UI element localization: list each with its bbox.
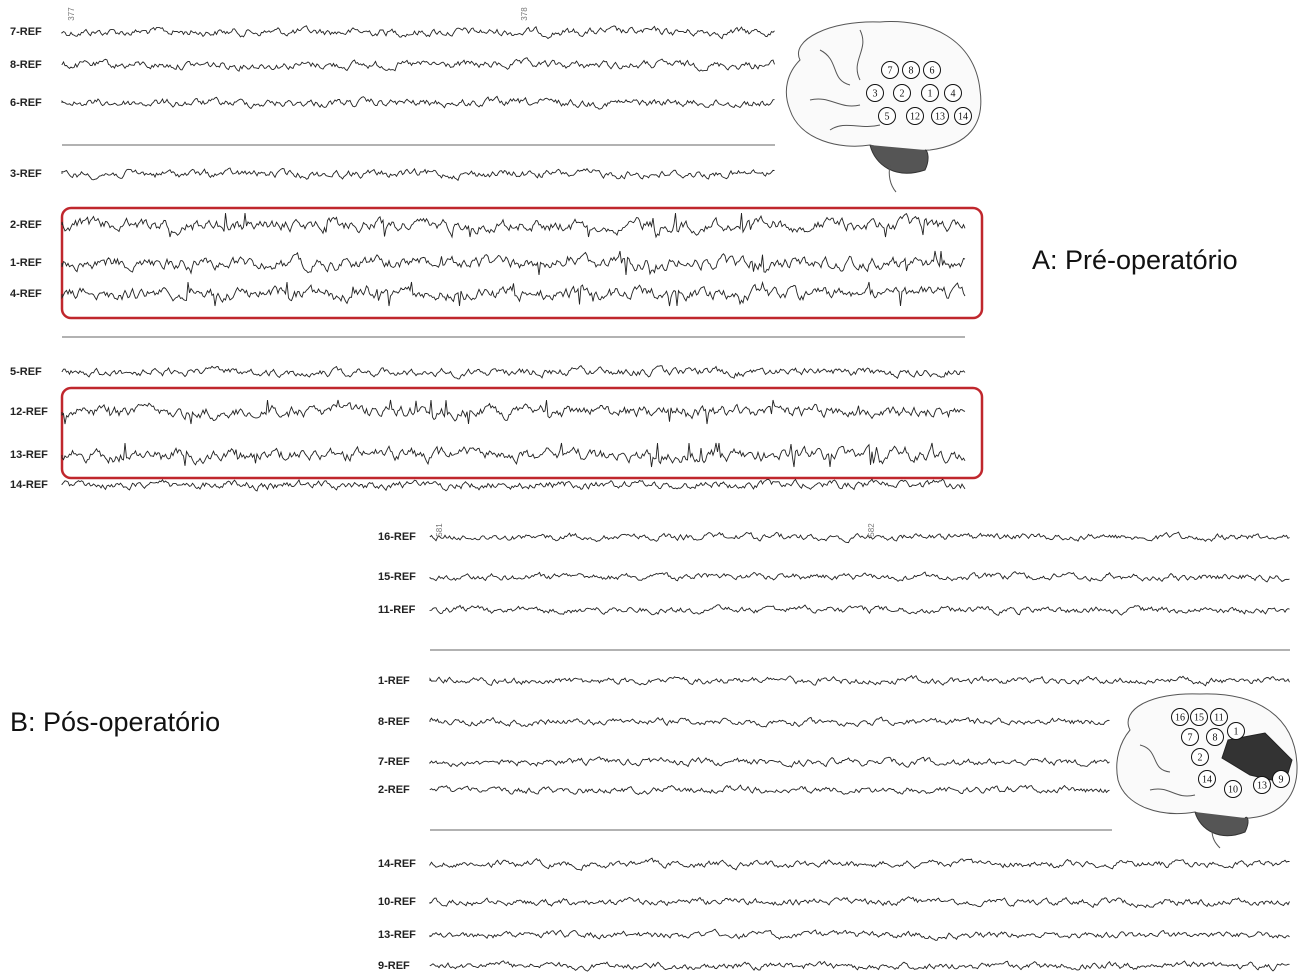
electrode	[1227, 722, 1245, 740]
channel-label: 8-REF	[10, 59, 42, 71]
channel-label: 3-REF	[10, 168, 42, 180]
electrode	[1171, 708, 1189, 726]
electrode	[866, 84, 884, 102]
eeg-trace	[61, 364, 966, 380]
electrode-label: 7	[1188, 732, 1193, 743]
channel-label: 14-REF	[10, 479, 48, 491]
electrode	[1191, 748, 1209, 766]
eeg-trace	[61, 442, 966, 468]
eeg-trace	[429, 896, 1290, 909]
highlight-box	[60, 386, 984, 480]
channel-label: 16-REF	[378, 531, 416, 543]
electrode-label: 1	[928, 88, 933, 99]
eeg-trace	[61, 25, 775, 40]
eeg-trace	[429, 674, 1290, 687]
electrode	[881, 61, 899, 79]
channel-label: 13-REF	[378, 929, 416, 941]
panel-label: A: Pré-operatório	[1032, 245, 1238, 275]
eeg-trace	[61, 280, 966, 307]
electrode	[1253, 776, 1271, 794]
eeg-trace	[429, 857, 1290, 871]
electrode-label: 14	[958, 111, 968, 122]
channel-label: 13-REF	[10, 449, 48, 461]
eeg-trace	[429, 531, 1290, 544]
electrode-label: 13	[935, 111, 945, 122]
time-marker: 581	[435, 523, 444, 537]
electrode-label: 4	[951, 88, 956, 99]
panel-label: B: Pós-operatório	[10, 707, 220, 737]
electrode-label: 9	[1279, 774, 1284, 785]
eeg-trace	[429, 928, 1290, 941]
electrode	[1272, 770, 1290, 788]
time-marker: 377	[67, 7, 76, 21]
electrode	[906, 107, 924, 125]
electrode	[1210, 708, 1228, 726]
channel-label: 1-REF	[10, 257, 42, 269]
electrode-label: 8	[909, 65, 914, 76]
electrode	[878, 107, 896, 125]
electrode-label: 6	[930, 65, 935, 76]
channel-label: 7-REF	[378, 756, 410, 768]
electrode-label: 8	[1213, 732, 1218, 743]
eeg-trace	[429, 784, 1110, 796]
eeg-trace	[429, 960, 1290, 972]
separators	[62, 144, 1290, 831]
electrode	[923, 61, 941, 79]
electrode	[893, 84, 911, 102]
electrode	[1206, 728, 1224, 746]
eeg-trace	[61, 95, 775, 110]
eeg-trace	[61, 250, 966, 276]
electrode-label: 11	[1214, 712, 1224, 723]
electrode-label: 12	[910, 111, 920, 122]
eeg-trace	[61, 478, 966, 492]
channel-label: 5-REF	[10, 366, 42, 378]
electrode	[921, 84, 939, 102]
eeg-trace	[61, 57, 775, 72]
eeg-trace	[61, 399, 966, 425]
electrode	[902, 61, 920, 79]
eeg-trace	[429, 571, 1290, 583]
time-marker: 378	[520, 7, 529, 21]
channel-label: 10-REF	[378, 896, 416, 908]
electrode-label: 10	[1228, 784, 1238, 795]
electrode-label: 2	[900, 88, 905, 99]
eeg-trace	[61, 167, 775, 182]
electrode-label: 5	[885, 111, 890, 122]
electrode-label: 15	[1194, 712, 1204, 723]
channel-label: 14-REF	[378, 858, 416, 870]
electrode	[954, 107, 972, 125]
eeg-trace	[429, 756, 1110, 768]
time-marker: 582	[867, 523, 876, 537]
eeg-trace	[429, 716, 1110, 728]
channel-label: 4-REF	[10, 288, 42, 300]
electrode	[1198, 770, 1216, 788]
channel-label: 7-REF	[10, 26, 42, 38]
electrode-label: 16	[1175, 712, 1185, 723]
channel-label: 6-REF	[10, 97, 42, 109]
electrode	[1181, 728, 1199, 746]
channel-label: 9-REF	[378, 960, 410, 972]
electrode-label: 7	[888, 65, 893, 76]
electrode	[931, 107, 949, 125]
channel-label: 2-REF	[378, 784, 410, 796]
eeg-trace	[429, 604, 1290, 616]
channel-label: 15-REF	[378, 571, 416, 583]
channel-label: 12-REF	[10, 406, 48, 418]
brain-a	[785, 21, 982, 193]
electrode	[944, 84, 962, 102]
electrode-label: 3	[873, 88, 878, 99]
channel-label: 1-REF	[378, 675, 410, 687]
channel-label: 11-REF	[378, 604, 416, 616]
channel-label: 8-REF	[378, 716, 410, 728]
electrode	[1224, 780, 1242, 798]
electrode-label: 14	[1202, 774, 1212, 785]
electrode-label: 2	[1198, 752, 1203, 763]
eeg-trace	[61, 212, 966, 239]
channel-label: 2-REF	[10, 219, 42, 231]
electrode-label: 13	[1257, 780, 1267, 791]
electrode	[1190, 708, 1208, 726]
electrode-label: 1	[1234, 726, 1239, 737]
